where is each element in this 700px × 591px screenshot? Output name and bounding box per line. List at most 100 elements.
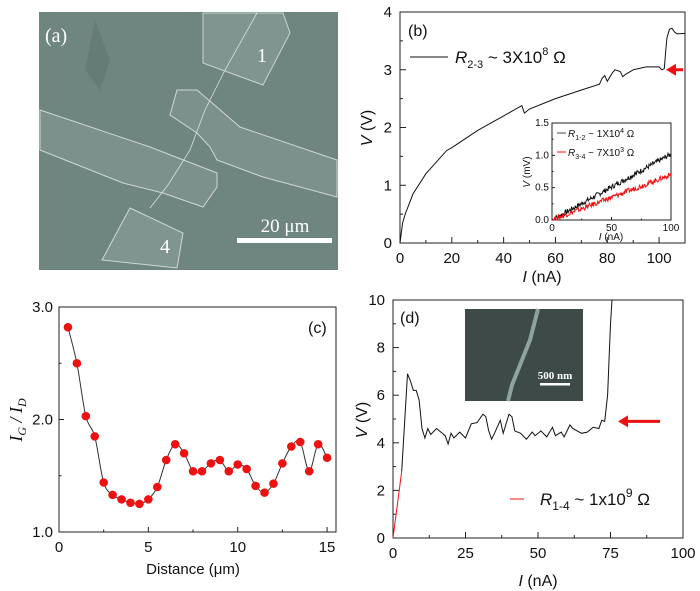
x-tick-label: 60 [547, 250, 564, 267]
data-point [215, 455, 225, 465]
x-tick-label: 50 [530, 545, 547, 562]
red-arrow-head-icon [618, 415, 628, 428]
x-tick-label: 10 [229, 539, 246, 556]
x-tick-label: 100 [670, 545, 695, 562]
data-point [224, 466, 234, 476]
panel-d-label: (d) [400, 310, 420, 327]
y-tick-label: 1 [384, 177, 392, 194]
chart-b: 0 20 40 60 80 100 0 1 2 3 4 [384, 4, 686, 267]
panel-d-xlabel: I (nA) [518, 573, 557, 590]
y-tick-label: 6 [377, 387, 385, 404]
panel-d-ylabel: V (V) [354, 402, 371, 438]
y-tick-label: 0 [384, 235, 392, 252]
y-tick-label: 2 [384, 120, 392, 137]
panel-b-label: (b) [408, 23, 428, 40]
y-tick-label: 0.0 [535, 215, 549, 226]
fit-line [67, 327, 328, 505]
series-line-1 [401, 299, 613, 472]
data-point [161, 455, 171, 465]
data-point [322, 453, 332, 463]
data-point [117, 495, 126, 504]
panel-a-sem-image: (a) 1 4 20 μm [39, 12, 338, 270]
pad-4-label: 4 [160, 236, 170, 258]
panel-c-text: (c) IG / ID Distance (μm) [6, 320, 327, 578]
x-tick-label: 75 [602, 545, 619, 562]
legend-r14: R1-4 ~ 1x109 Ω [540, 486, 650, 513]
chart-b_inset: 0 50 100 0.0 0.5 1.0 1.5 [535, 118, 680, 234]
data-point [90, 432, 100, 441]
pad-1-label: 1 [257, 45, 267, 67]
data-point [269, 479, 278, 488]
data-point [278, 459, 287, 468]
x-tick-label: 80 [599, 250, 616, 267]
y-tick-label: 1.0 [32, 524, 53, 541]
x-tick-label: 100 [663, 223, 680, 234]
y-tick-label: 1.0 [535, 150, 549, 161]
nanowire [149, 12, 258, 209]
chart-d: 0 25 50 75 100 0 2 4 6 8 10 [368, 292, 695, 562]
panel-b-xlabel: I (nA) [522, 269, 561, 286]
y-tick-label: 4 [384, 4, 392, 21]
sem-shadow [85, 20, 110, 90]
data-point [295, 437, 305, 447]
x-tick-label: 15 [319, 539, 336, 556]
x-tick-label: 50 [606, 223, 618, 234]
y-tick-label: 4 [377, 435, 385, 452]
data-point [81, 411, 91, 421]
y-tick-label: 3 [384, 62, 392, 79]
data-point [108, 490, 117, 500]
legend-r23: R2-3 ~ 3X108 Ω [455, 46, 566, 71]
panel-d-inset-image: 500 nm [465, 308, 583, 402]
electrode-pad-1 [202, 12, 291, 86]
electrode-strip-right [169, 89, 338, 198]
x-tick-label: 40 [495, 250, 512, 267]
data-point [287, 442, 296, 451]
data-point [152, 482, 162, 492]
y-tick-label: 10 [368, 292, 385, 309]
y-tick-label: 2.0 [32, 412, 53, 429]
data-point [251, 481, 260, 491]
data-point [197, 466, 207, 476]
inset-xlabel: I (nA) [599, 232, 623, 243]
panel-c-xlabel: Distance (μm) [146, 561, 240, 578]
red-arrow-head-icon [666, 63, 676, 76]
electrode-strip-left [39, 109, 218, 208]
inset-legend-r12: R1-2 ~ 1X104 Ω [568, 128, 635, 142]
chart-c: 0 5 10 15 1.0 2.0 3.0 [32, 299, 337, 556]
panel-c-ylabel: IG / ID [6, 398, 29, 443]
panel-a-label: (a) [45, 25, 67, 47]
data-point [72, 358, 82, 368]
y-tick-label: 3.0 [32, 299, 53, 316]
y-tick-label: 8 [377, 340, 385, 357]
inset-legend-r34: R3-4 ~ 7X103 Ω [568, 147, 635, 161]
data-point [233, 460, 243, 469]
data-point [188, 466, 198, 476]
data-point [206, 459, 216, 468]
series-line-0 [392, 471, 403, 539]
data-point [179, 448, 189, 458]
x-tick-label: 20 [443, 250, 460, 267]
inset-scale-bar-label: 500 nm [538, 370, 573, 382]
inset-ylabel: V (mV) [522, 156, 533, 187]
data-point [135, 499, 144, 509]
series-line-0 [399, 27, 686, 244]
panel-c-label: (c) [308, 320, 327, 337]
panel-b-ylabel: V (V) [359, 110, 376, 146]
inset-background [552, 123, 671, 220]
y-tick-label: 2 [377, 482, 385, 499]
series-line-0 [551, 151, 672, 221]
scale-bar-label: 20 μm [261, 216, 310, 237]
x-tick-label: 100 [647, 250, 672, 267]
data-point [304, 466, 314, 476]
electrode-pad-4 [101, 207, 184, 269]
data-point [126, 498, 135, 508]
x-tick-label: 0 [396, 250, 404, 267]
data-point [63, 322, 73, 332]
scale-bar [237, 238, 332, 243]
data-point [260, 488, 269, 497]
inset-nanowire [506, 308, 540, 402]
y-tick-label: 0 [377, 530, 385, 547]
